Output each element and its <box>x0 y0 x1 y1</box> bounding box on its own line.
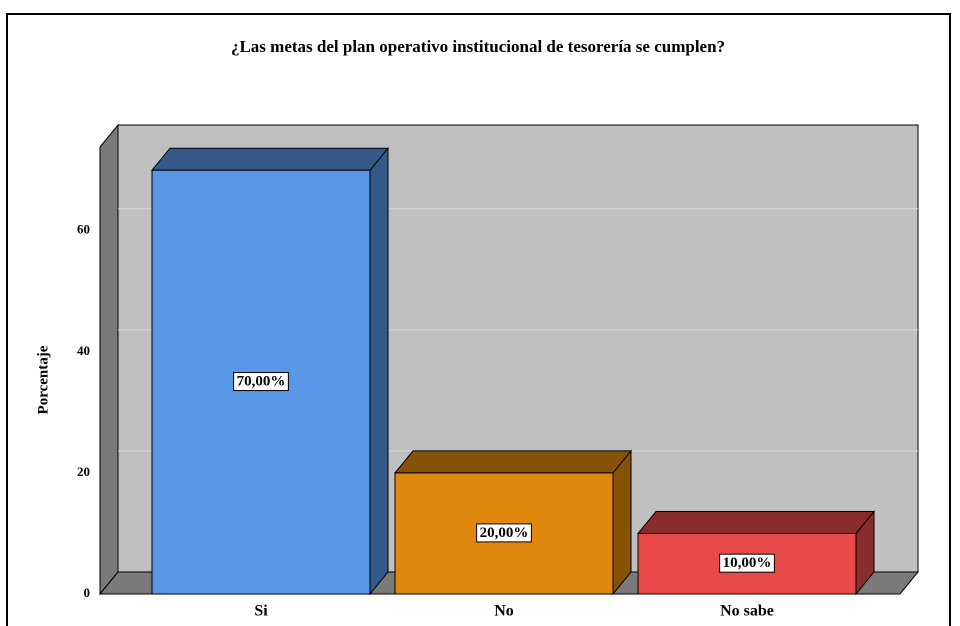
value-label-box <box>476 523 532 543</box>
x-tick-label: No <box>494 603 514 620</box>
bar-side <box>612 449 632 596</box>
bar-group: 10,00% <box>636 510 876 596</box>
value-label-box <box>719 553 775 573</box>
bar-side <box>369 146 389 596</box>
y-tick-label: 40 <box>77 343 90 358</box>
bar-top <box>393 450 633 474</box>
chart-title: ¿Las metas del plan operativo institucio… <box>231 37 725 56</box>
x-tick-label: No sabe <box>720 603 774 620</box>
bar-top <box>636 510 876 534</box>
bar-group: 70,00% <box>150 146 390 596</box>
bar-group: 20,00% <box>393 449 633 596</box>
bar-top <box>150 147 390 171</box>
value-label: 70,00% <box>237 374 286 390</box>
y-tick-label: 20 <box>77 464 90 479</box>
y-tick-label: 0 <box>84 585 91 600</box>
x-tick-label: Si <box>254 603 268 620</box>
value-label: 20,00% <box>480 525 529 541</box>
y-axis-label: Porcentaje <box>35 345 51 414</box>
value-label-box <box>233 372 289 392</box>
value-label: 10,00% <box>723 555 772 571</box>
left-wall <box>99 123 119 596</box>
y-tick-label: 60 <box>77 222 90 237</box>
